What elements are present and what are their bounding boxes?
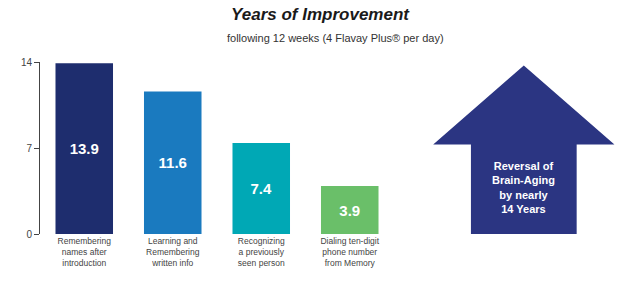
svg-text:Learning andRememberingwritten: Learning andRememberingwritten info [146, 236, 200, 268]
svg-text:7.4: 7.4 [250, 180, 272, 197]
svg-text:7: 7 [26, 143, 32, 154]
svg-text:Years of Improvement: Years of Improvement [231, 5, 410, 24]
svg-text:following 12 weeks (4 Flavay P: following 12 weeks (4 Flavay Plus® per d… [227, 32, 444, 44]
svg-text:Recognizinga previouslyseen pe: Recognizinga previouslyseen person [238, 236, 285, 268]
svg-text:3.9: 3.9 [339, 202, 360, 219]
svg-text:14: 14 [21, 57, 33, 68]
svg-text:Reversal ofBrain-Agingby nearl: Reversal ofBrain-Agingby nearly14 Years [492, 160, 555, 215]
svg-text:13.9: 13.9 [70, 140, 99, 157]
svg-text:Rememberingnames afterintroduc: Rememberingnames afterintroduction [58, 236, 112, 268]
svg-text:Dialing ten-digitphone numberf: Dialing ten-digitphone numberfrom Memory [320, 236, 379, 268]
svg-text:11.6: 11.6 [159, 154, 187, 171]
svg-text:0: 0 [26, 229, 32, 240]
